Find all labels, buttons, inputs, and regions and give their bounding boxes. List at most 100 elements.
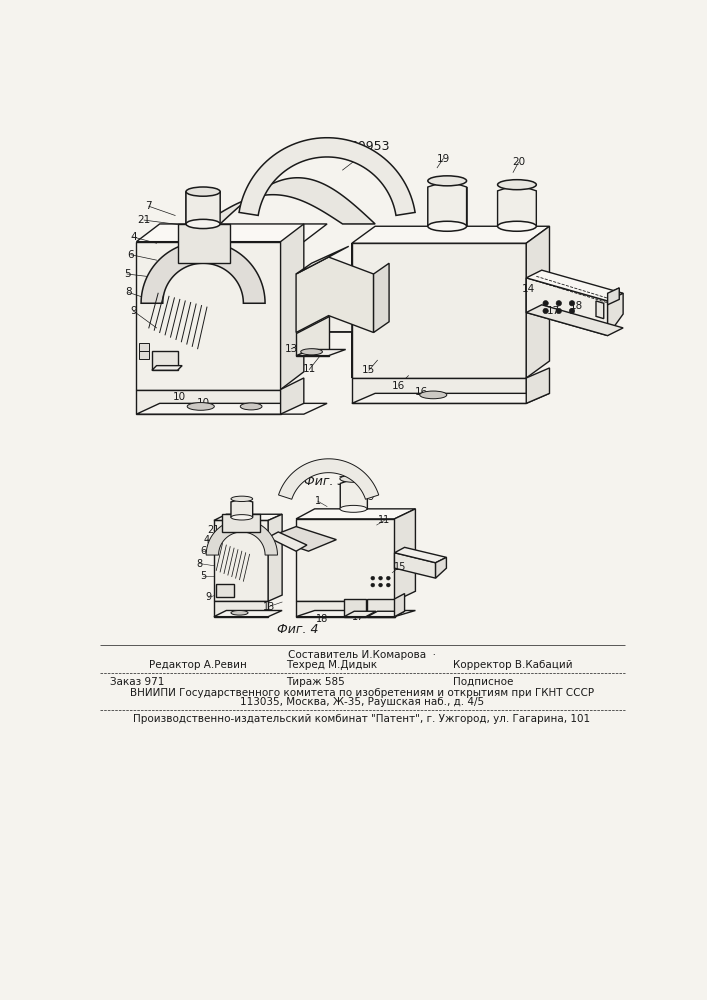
Polygon shape: [373, 263, 389, 333]
Ellipse shape: [340, 505, 367, 512]
Polygon shape: [239, 138, 415, 215]
Polygon shape: [136, 242, 281, 389]
Ellipse shape: [300, 349, 322, 355]
Polygon shape: [152, 366, 182, 370]
Circle shape: [371, 583, 375, 587]
Text: 16: 16: [415, 387, 428, 397]
Text: Заказ 971: Заказ 971: [110, 677, 165, 687]
Polygon shape: [268, 527, 337, 551]
Text: 5: 5: [200, 571, 206, 581]
Text: 8: 8: [125, 287, 132, 297]
Polygon shape: [344, 599, 366, 617]
Text: Фиг. 3: Фиг. 3: [304, 475, 346, 488]
Ellipse shape: [428, 221, 467, 231]
Text: Тираж 585: Тираж 585: [286, 677, 345, 687]
Polygon shape: [177, 224, 230, 263]
Ellipse shape: [187, 403, 214, 410]
Text: 16: 16: [375, 609, 387, 619]
Polygon shape: [395, 509, 416, 601]
Text: 1560953: 1560953: [334, 140, 390, 153]
Text: 17: 17: [352, 612, 364, 622]
Polygon shape: [214, 601, 268, 617]
Text: 6: 6: [200, 546, 206, 556]
Text: 18: 18: [316, 614, 329, 624]
Circle shape: [556, 301, 561, 306]
Circle shape: [379, 583, 382, 587]
Circle shape: [569, 301, 575, 306]
Polygon shape: [214, 514, 282, 520]
Text: Техред М.Дидык: Техред М.Дидык: [286, 660, 377, 670]
Polygon shape: [526, 368, 549, 403]
Polygon shape: [352, 243, 526, 378]
Text: 18: 18: [570, 301, 583, 311]
Text: 13: 13: [263, 602, 275, 612]
Text: 10: 10: [197, 398, 210, 408]
Text: 6: 6: [128, 250, 134, 260]
Text: 1: 1: [360, 149, 367, 159]
Text: Подписное: Подписное: [452, 677, 513, 687]
Circle shape: [543, 301, 549, 306]
Polygon shape: [607, 288, 619, 305]
Polygon shape: [296, 246, 349, 274]
Polygon shape: [268, 532, 307, 551]
Text: 8: 8: [196, 559, 202, 569]
Text: 11: 11: [378, 515, 390, 525]
Text: 13: 13: [285, 344, 298, 354]
Circle shape: [556, 308, 561, 314]
Text: Составитель И.Комарова  ·: Составитель И.Комарова ·: [288, 650, 436, 660]
Polygon shape: [216, 584, 234, 597]
Circle shape: [386, 583, 390, 587]
Polygon shape: [203, 178, 375, 224]
Polygon shape: [526, 270, 623, 301]
Polygon shape: [139, 351, 149, 359]
Text: 7: 7: [223, 518, 230, 528]
Text: ВНИИПИ Государственного комитета по изобретениям и открытиям при ГКНТ СССР: ВНИИПИ Государственного комитета по изоб…: [130, 688, 594, 698]
Text: 9: 9: [130, 306, 136, 316]
Text: Фиг. 4: Фиг. 4: [277, 623, 318, 636]
Ellipse shape: [340, 475, 367, 482]
Text: 11: 11: [303, 364, 316, 374]
Polygon shape: [296, 601, 395, 617]
Polygon shape: [340, 479, 368, 509]
Polygon shape: [436, 557, 446, 578]
Text: 20: 20: [512, 157, 525, 167]
Text: 19: 19: [437, 153, 450, 163]
Text: 19: 19: [363, 492, 375, 502]
Ellipse shape: [420, 391, 447, 399]
Text: 9: 9: [206, 592, 211, 602]
Ellipse shape: [186, 219, 220, 229]
Text: Корректор В.Кабаций: Корректор В.Кабаций: [452, 660, 572, 670]
Polygon shape: [206, 520, 277, 555]
Text: 10: 10: [173, 392, 187, 402]
Polygon shape: [395, 547, 446, 563]
Polygon shape: [526, 305, 623, 336]
Ellipse shape: [231, 515, 252, 520]
Ellipse shape: [428, 176, 467, 186]
Polygon shape: [368, 599, 395, 617]
Polygon shape: [152, 351, 177, 370]
Text: 17: 17: [547, 306, 560, 316]
Ellipse shape: [231, 610, 248, 615]
Polygon shape: [296, 610, 416, 617]
Text: 7: 7: [146, 201, 152, 211]
Text: 15: 15: [394, 562, 406, 572]
Circle shape: [386, 576, 390, 580]
Circle shape: [543, 308, 549, 314]
Text: 16: 16: [392, 381, 405, 391]
Polygon shape: [344, 611, 376, 617]
Polygon shape: [526, 226, 549, 378]
Polygon shape: [222, 514, 260, 532]
Text: 21: 21: [138, 215, 151, 225]
Circle shape: [569, 308, 575, 314]
Polygon shape: [214, 610, 282, 617]
Polygon shape: [214, 520, 268, 601]
Text: 15: 15: [362, 365, 375, 375]
Polygon shape: [281, 224, 304, 389]
Polygon shape: [136, 403, 327, 414]
Polygon shape: [368, 611, 404, 617]
Text: Производственно-издательский комбинат "Патент", г. Ужгород, ул. Гагарина, 101: Производственно-издательский комбинат "П…: [134, 714, 590, 724]
Polygon shape: [296, 349, 346, 356]
Polygon shape: [526, 278, 607, 336]
Ellipse shape: [240, 403, 262, 410]
Polygon shape: [296, 257, 373, 333]
